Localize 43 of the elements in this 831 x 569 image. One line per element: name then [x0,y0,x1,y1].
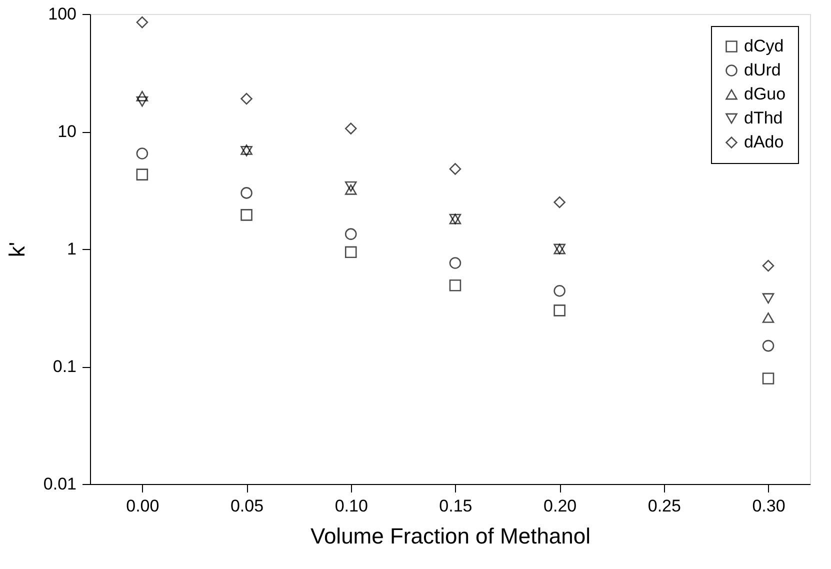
point [344,184,357,195]
point [554,285,566,297]
point [136,168,148,180]
x-tick-label: 0.15 [439,496,472,516]
y-tick-label: 10 [58,122,76,141]
point [449,163,462,175]
point [240,92,252,105]
legend-label: dThd [744,108,783,128]
point [762,372,774,384]
x-axis-title: Volume Fraction of Methanol [310,524,591,548]
point [136,96,148,107]
point [449,280,462,292]
point [762,293,774,304]
x-tick-label: 0.05 [230,496,264,516]
y-tick-label: 0.01 [43,474,76,494]
x-tick-label: 0.30 [752,496,786,516]
y-tick-label: 0.1 [52,357,76,376]
point [449,257,462,269]
point [762,340,774,352]
point [344,122,357,134]
x-tick-label: 0.10 [334,496,368,516]
legend-label: dCyd [744,36,784,56]
y-tick-label: 1 [67,240,76,258]
point [344,181,357,192]
x-tick-label: 0.00 [126,496,160,516]
point [136,90,148,102]
point [136,16,148,28]
point [762,260,774,272]
legend-label: dUrd [744,60,781,80]
point [344,246,357,258]
legend-label: dGuo [744,84,786,104]
point [240,209,252,221]
x-tick-label: 0.20 [544,496,577,516]
point [136,148,148,160]
point [344,228,357,240]
y-axis-title: k' [4,242,30,258]
y-tick-label: 100 [48,4,76,24]
legend-label: dAdo [744,132,784,152]
point [554,304,566,316]
point [240,187,252,199]
point [762,312,774,323]
point [554,196,566,208]
x-tick-label: 0.25 [648,496,681,516]
